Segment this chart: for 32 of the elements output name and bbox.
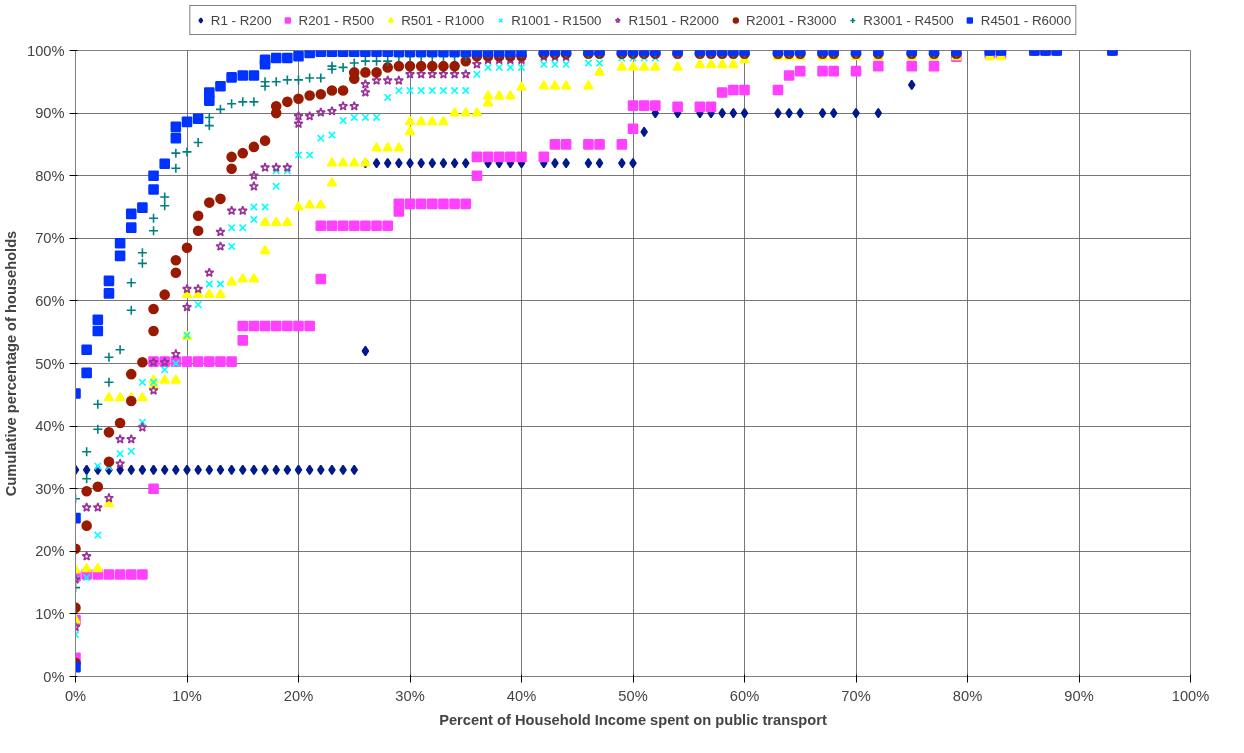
x-axis-title: Percent of Household Income spent on public transport (439, 711, 827, 728)
legend-label: R2001 - R3000 (745, 12, 837, 28)
y-tick-label: 60% (35, 292, 65, 309)
y-tick-label: 90% (35, 105, 65, 122)
legend-label: R1 - R200 (210, 12, 272, 28)
y-axis-title: Cumulative percentage of households (3, 230, 20, 497)
x-tick-label: 30% (395, 687, 425, 704)
legend-label: R1001 - R1500 (511, 12, 602, 28)
y-tick-label: 80% (35, 167, 65, 184)
y-tick-label: 40% (35, 418, 65, 435)
x-tick-label: 80% (952, 687, 983, 704)
legend-label: R501 - R1000 (401, 12, 485, 28)
legend-label: R1501 - R2000 (628, 12, 719, 28)
x-tick-label: 10% (172, 687, 202, 704)
y-tick-label: 20% (35, 543, 65, 560)
x-tick-label: 0% (64, 687, 87, 704)
x-tick-label: 70% (841, 687, 871, 704)
x-tick-label: 40% (506, 687, 537, 704)
y-tick-label: 70% (35, 230, 65, 247)
x-tick-label: 50% (618, 687, 648, 704)
x-tick-label: 60% (729, 687, 760, 704)
y-tick-label: 10% (35, 605, 65, 622)
legend-label: R4501 - R6000 (980, 12, 1072, 28)
legend-label: R3001 - R4500 (863, 12, 954, 28)
x-tick-label: 20% (283, 687, 314, 704)
y-tick-label: 30% (35, 480, 65, 497)
x-tick-label: 100% (1171, 687, 1210, 704)
legend-label: R201 - R500 (298, 12, 375, 28)
x-tick-label: 90% (1064, 687, 1094, 704)
y-tick-label: 100% (27, 42, 65, 59)
y-tick-label: 50% (35, 355, 65, 372)
y-tick-label: 0% (43, 668, 65, 685)
